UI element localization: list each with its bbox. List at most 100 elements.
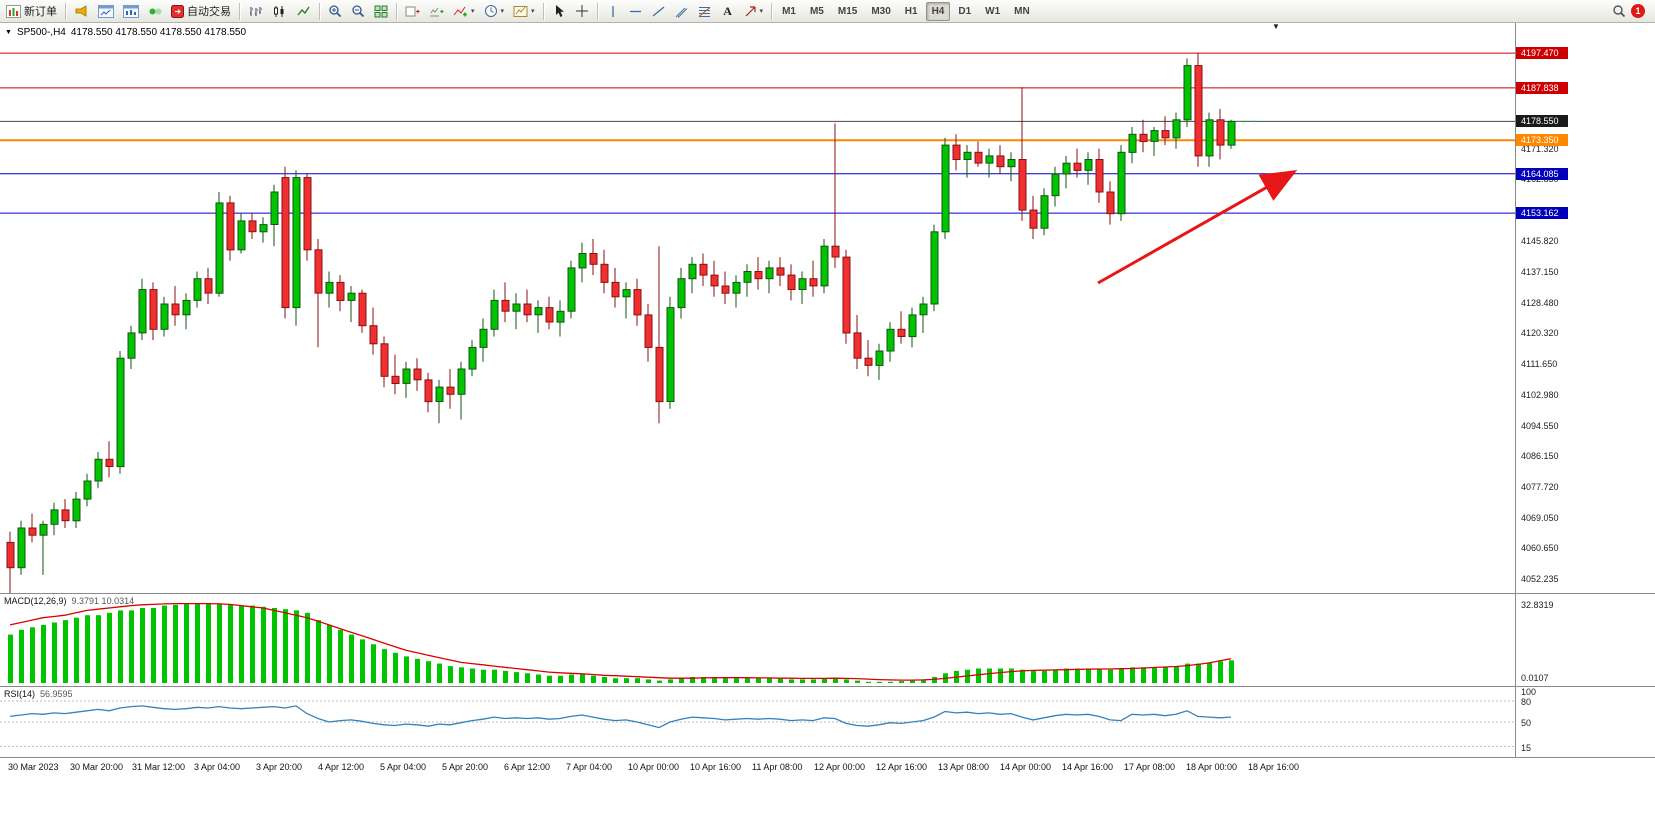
price-tick: 4052.235 bbox=[1521, 574, 1559, 584]
macd-label: MACD(12,26,9) bbox=[4, 596, 67, 606]
chart-shift-button[interactable] bbox=[401, 1, 424, 21]
zoom-in-button[interactable] bbox=[324, 1, 346, 21]
time-axis-label: 3 Apr 04:00 bbox=[194, 762, 241, 772]
template-icon bbox=[513, 5, 528, 17]
notification-badge[interactable]: 1 bbox=[1631, 4, 1645, 18]
toolbar-separator bbox=[65, 2, 66, 20]
new-order-button[interactable]: 新订单 bbox=[2, 1, 61, 21]
bar-chart-mode-button[interactable] bbox=[244, 1, 267, 21]
status-dots-icon bbox=[149, 8, 162, 14]
market-watch-icon bbox=[98, 4, 114, 18]
macd-max-tick: 32.8319 bbox=[1521, 600, 1554, 610]
toolbar-separator bbox=[319, 2, 320, 20]
timeframe-mn-button[interactable]: MN bbox=[1008, 2, 1036, 21]
dropdown-caret-icon: ▾ bbox=[759, 8, 764, 15]
time-axis-label: 14 Apr 16:00 bbox=[1062, 762, 1114, 772]
macd-scale[interactable]: 32.8319 0.0107 bbox=[1516, 593, 1655, 686]
time-axis-label: 11 Apr 08:00 bbox=[752, 762, 803, 772]
timeframe-d1-button[interactable]: D1 bbox=[952, 2, 977, 21]
horn-icon bbox=[75, 5, 87, 17]
autotrade-button[interactable]: 自动交易 bbox=[167, 1, 235, 21]
time-axis-label: 10 Apr 16:00 bbox=[690, 762, 742, 772]
clock-icon bbox=[484, 5, 497, 17]
chart-shift-marker-icon[interactable]: ▼ bbox=[1272, 23, 1280, 31]
toolbar-separator bbox=[771, 2, 773, 20]
periods-button[interactable]: ▾ bbox=[480, 1, 509, 21]
chart-ohlc-label: 4178.550 4178.550 4178.550 4178.550 bbox=[70, 27, 247, 38]
trendline-tool-button[interactable] bbox=[648, 1, 670, 21]
price-scale-main[interactable]: 4171.3204162.8504145.8204137.1504128.480… bbox=[1516, 23, 1655, 593]
vertical-line-tool-button[interactable] bbox=[602, 1, 624, 21]
price-tick: 4077.720 bbox=[1521, 482, 1559, 492]
price-tick: 4111.650 bbox=[1521, 359, 1558, 369]
macd-panel[interactable]: MACD(12,26,9) 9.3791 10.0314 bbox=[0, 593, 1515, 686]
horizontal-line-icon bbox=[630, 10, 642, 12]
time-axis-label: 5 Apr 04:00 bbox=[380, 762, 427, 772]
price-scale-column[interactable]: 4171.3204162.8504145.8204137.1504128.480… bbox=[1515, 23, 1655, 757]
candlestick-canvas[interactable] bbox=[0, 23, 1515, 593]
macd-min-tick: 0.0107 bbox=[1521, 673, 1549, 683]
rsi-label: RSI(14) bbox=[4, 689, 36, 699]
timeframe-m1-button[interactable]: M1 bbox=[776, 2, 802, 21]
collapse-icon[interactable]: ▼ bbox=[5, 29, 12, 36]
crosshair-tool-button[interactable] bbox=[571, 1, 593, 21]
time-axis-label: 14 Apr 00:00 bbox=[1000, 762, 1052, 772]
horizontal-line-tool-button[interactable] bbox=[625, 1, 647, 21]
time-axis[interactable]: 30 Mar 2023 30 Mar 20:00 31 Mar 12:00 3 Apr… bbox=[0, 757, 1655, 777]
price-tick: 4060.650 bbox=[1521, 543, 1559, 553]
templates-button[interactable]: ▾ bbox=[509, 1, 539, 21]
price-tick: 4086.150 bbox=[1521, 451, 1559, 461]
candle-chart-mode-button[interactable] bbox=[268, 1, 291, 21]
rsi-scale[interactable]: 100 80 50 15 bbox=[1516, 686, 1655, 757]
zoom-out-button[interactable] bbox=[347, 1, 369, 21]
strategy-tester-button[interactable] bbox=[144, 1, 166, 21]
chart-symbol-label: SP500-,H4 bbox=[16, 27, 66, 38]
arrows-tool-button[interactable]: ▾ bbox=[740, 1, 768, 21]
time-axis-label: 17 Apr 08:00 bbox=[1124, 762, 1176, 772]
toolbar-separator bbox=[239, 2, 240, 20]
timeframe-m15-button[interactable]: M15 bbox=[832, 2, 863, 21]
price-tick: 4137.150 bbox=[1521, 267, 1559, 277]
macd-canvas[interactable] bbox=[0, 594, 1515, 686]
rsi-label-row: RSI(14) 56.9595 bbox=[4, 689, 73, 699]
alerts-button[interactable] bbox=[70, 1, 93, 21]
time-axis-label: 18 Apr 00:00 bbox=[1186, 762, 1238, 772]
price-chart[interactable]: ▼ SP500-,H4 4178.550 4178.550 4178.550 4… bbox=[0, 23, 1515, 593]
rsi-scale-tick: 100 bbox=[1521, 687, 1537, 697]
time-axis-label: 3 Apr 20:00 bbox=[256, 762, 303, 772]
rsi-canvas[interactable] bbox=[0, 687, 1515, 757]
time-axis-label: 10 Apr 00:00 bbox=[628, 762, 680, 772]
timeframe-h1-button[interactable]: H1 bbox=[899, 2, 924, 21]
fibonacci-icon bbox=[698, 6, 711, 17]
price-tick: 4171.320 bbox=[1521, 144, 1559, 154]
crosshair-icon bbox=[575, 5, 588, 17]
text-tool-button[interactable]: A bbox=[717, 1, 739, 21]
rsi-scale-tick: 50 bbox=[1521, 718, 1532, 728]
timeframe-m30-button[interactable]: M30 bbox=[865, 2, 896, 21]
auto-scroll-button[interactable] bbox=[425, 1, 448, 21]
price-level-tag: 4187.838 bbox=[1516, 82, 1568, 94]
line-chart-mode-button[interactable] bbox=[292, 1, 315, 21]
terminal-window-button[interactable] bbox=[119, 1, 143, 21]
search-icon[interactable] bbox=[1612, 4, 1626, 18]
rsi-panel[interactable]: RSI(14) 56.9595 bbox=[0, 686, 1515, 757]
indicators-button[interactable]: ▾ bbox=[449, 1, 479, 21]
market-watch-button[interactable] bbox=[94, 1, 118, 21]
candle-chart-icon bbox=[274, 5, 284, 17]
price-level-tag: 4164.085 bbox=[1516, 168, 1568, 180]
time-axis-label: 4 Apr 12:00 bbox=[318, 762, 365, 772]
tile-windows-button[interactable] bbox=[370, 1, 392, 21]
time-axis-label: 13 Apr 08:00 bbox=[938, 762, 990, 772]
bar-chart-icon bbox=[250, 6, 262, 16]
timeframe-w1-button[interactable]: W1 bbox=[979, 2, 1006, 21]
price-tick: 4145.820 bbox=[1521, 236, 1559, 246]
timeframe-m5-button[interactable]: M5 bbox=[804, 2, 830, 21]
price-tick: 4094.550 bbox=[1521, 421, 1559, 431]
vertical-line-icon bbox=[611, 5, 614, 17]
channel-icon bbox=[675, 7, 688, 18]
channel-tool-button[interactable] bbox=[671, 1, 693, 21]
fibonacci-tool-button[interactable] bbox=[694, 1, 716, 21]
timeframe-h4-button[interactable]: H4 bbox=[925, 1, 951, 21]
price-level-tag: 4153.162 bbox=[1516, 207, 1568, 219]
cursor-tool-button[interactable] bbox=[548, 1, 570, 21]
